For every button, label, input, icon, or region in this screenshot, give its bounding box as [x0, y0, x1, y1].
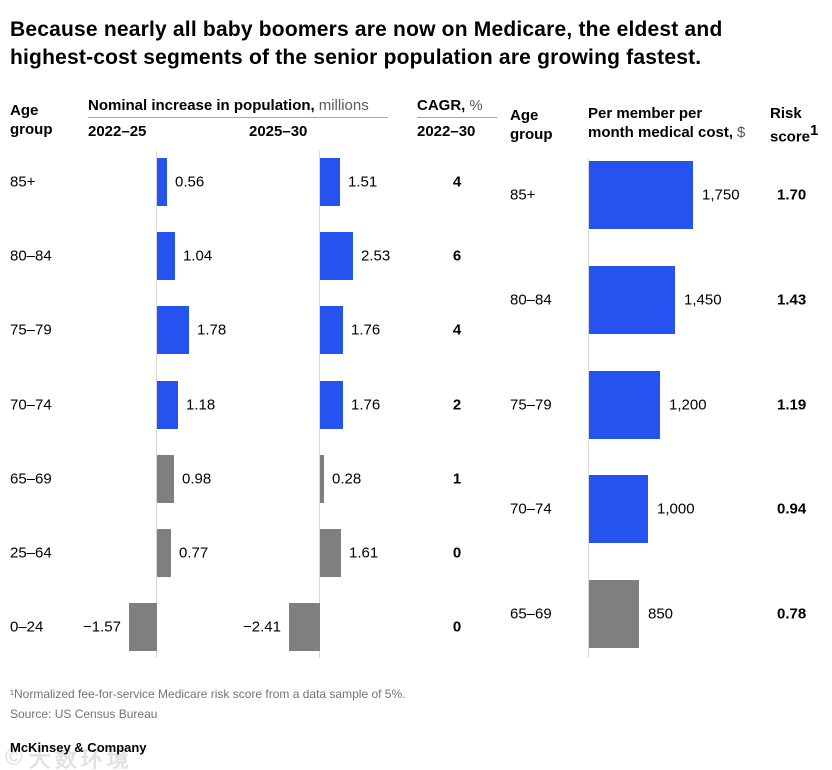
bar-value-label: 1.51 [348, 173, 378, 191]
cost-header: Per member per month medical cost, $ [588, 104, 745, 142]
cost-value-label: 850 [648, 605, 674, 623]
cost-value-label: 1,200 [669, 396, 707, 414]
cost-bar [589, 475, 648, 543]
risk-header-line2: score [770, 128, 811, 146]
population-bar [320, 455, 324, 503]
right-axis [588, 158, 589, 658]
cagr-value: 4 [452, 173, 462, 191]
left-group-header-label: Nominal increase in population, [88, 97, 315, 114]
left-axis-col1 [156, 151, 157, 658]
population-bar [129, 603, 157, 651]
population-bar [320, 306, 343, 354]
age-group-label: 75–79 [510, 396, 552, 414]
population-bar [320, 232, 353, 280]
cost-value-label: 1,000 [657, 500, 695, 518]
left-age-group-header: Age group [10, 102, 53, 138]
bar-value-label: 2.53 [361, 247, 391, 265]
population-bar [320, 381, 343, 429]
page-title: Because nearly all baby boomers are now … [10, 18, 723, 69]
cagr-value: 0 [452, 618, 462, 636]
cagr-header-label: CAGR, [417, 97, 466, 114]
risk-score-value: 0.78 [777, 605, 807, 623]
cost-header-unit: $ [737, 124, 746, 141]
cagr-value: 2 [452, 396, 462, 414]
risk-score-value: 1.43 [777, 291, 807, 309]
bar-value-label: 1.18 [186, 396, 216, 414]
bar-value-label: 0.56 [175, 173, 205, 191]
cagr-header-unit: % [469, 97, 483, 114]
cagr-value: 1 [452, 470, 462, 488]
cagr-subheader: 2022–30 [417, 123, 476, 140]
population-bar [289, 603, 320, 651]
bar-value-label: 0.98 [182, 470, 212, 488]
risk-score-header: Risk score1 [770, 104, 818, 146]
population-bar [157, 306, 189, 354]
age-group-label: 80–84 [510, 291, 552, 309]
cost-value-label: 1,750 [702, 186, 740, 204]
population-bar [320, 158, 340, 206]
bar-value-label: 1.61 [349, 544, 379, 562]
risk-score-value: 0.94 [777, 500, 807, 518]
bar-value-label: −2.41 [243, 618, 281, 636]
bar-value-label: 1.76 [351, 396, 381, 414]
population-bar [157, 529, 171, 577]
bar-value-label: 0.77 [179, 544, 209, 562]
footnote: ¹Normalized fee-for-service Medicare ris… [10, 687, 406, 701]
cost-bar [589, 580, 639, 648]
cost-header-line2: month medical cost, [588, 124, 734, 141]
cost-bar [589, 161, 693, 229]
left-axis-col2 [319, 151, 320, 658]
left-col1-header: 2022–25 [88, 123, 147, 140]
left-col2-header: 2025–30 [249, 123, 308, 140]
age-group-label: 70–74 [510, 500, 552, 518]
cagr-value: 6 [452, 247, 462, 265]
risk-score-value: 1.70 [777, 186, 807, 204]
bar-value-label: 0.28 [332, 470, 362, 488]
age-group-label: 65–69 [10, 470, 52, 488]
risk-score-value: 1.19 [777, 396, 807, 414]
age-group-label: 85+ [510, 186, 536, 204]
left-group-header: Nominal increase in population, millions [88, 97, 388, 118]
cost-bar [589, 371, 660, 439]
age-group-label: 65–69 [510, 605, 552, 623]
age-group-label: 0–24 [10, 618, 44, 636]
cagr-header: CAGR,% [417, 97, 497, 118]
age-group-label: 75–79 [10, 321, 52, 339]
population-bar [157, 232, 175, 280]
population-bar [157, 455, 174, 503]
watermark: © 大数环境 [5, 742, 133, 770]
cost-value-label: 1,450 [684, 291, 722, 309]
population-bar [157, 381, 178, 429]
cost-bar [589, 266, 675, 334]
cagr-value: 0 [452, 544, 462, 562]
cost-header-line1: Per member per [588, 105, 703, 122]
cagr-value: 4 [452, 321, 462, 339]
left-group-header-unit: millions [318, 97, 369, 114]
age-group-label: 70–74 [10, 396, 52, 414]
watermark-logo-icon: © [5, 744, 23, 770]
bar-value-label: 1.76 [351, 321, 381, 339]
brand-logo: McKinsey & Company [10, 740, 147, 755]
bar-value-label: −1.57 [83, 618, 121, 636]
age-group-label: 25–64 [10, 544, 52, 562]
population-bar [157, 158, 167, 206]
source-note: Source: US Census Bureau [10, 707, 158, 721]
right-age-group-header: Age group [510, 107, 553, 143]
age-group-label: 85+ [10, 173, 36, 191]
risk-header-line1: Risk [770, 105, 802, 122]
bar-value-label: 1.04 [183, 247, 213, 265]
bar-value-label: 1.78 [197, 321, 227, 339]
watermark-text: 大数环境 [28, 747, 133, 770]
population-bar [320, 529, 341, 577]
age-group-label: 80–84 [10, 247, 52, 265]
risk-header-sup: 1 [810, 122, 819, 139]
